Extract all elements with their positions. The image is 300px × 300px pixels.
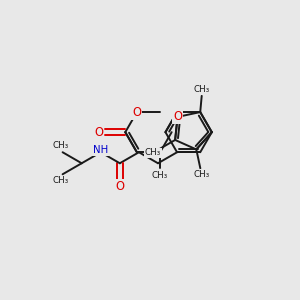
Text: CH₃: CH₃ — [194, 170, 210, 179]
Text: O: O — [132, 106, 141, 118]
Text: CH₃: CH₃ — [53, 141, 69, 150]
Text: CH₃: CH₃ — [145, 148, 161, 158]
Text: CH₃: CH₃ — [152, 170, 168, 179]
Text: O: O — [115, 180, 124, 194]
Text: O: O — [173, 110, 182, 123]
Text: CH₃: CH₃ — [194, 85, 210, 94]
Text: O: O — [94, 126, 103, 139]
Text: CH₃: CH₃ — [53, 176, 69, 185]
Text: NH: NH — [93, 146, 108, 155]
